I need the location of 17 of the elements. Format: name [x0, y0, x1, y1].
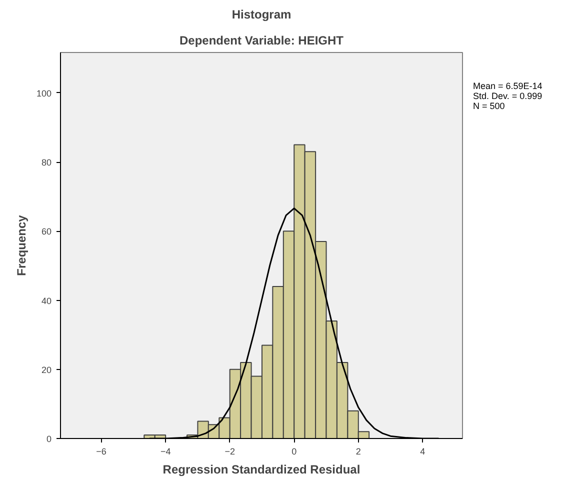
x-tick-label: −2 [224, 446, 235, 456]
chart-subtitle: Dependent Variable: HEIGHT [179, 34, 344, 48]
x-tick-label: −4 [160, 446, 171, 456]
y-axis-title: Frequency [14, 214, 28, 276]
x-tick-label: −6 [96, 446, 106, 456]
x-tick-label: 4 [420, 446, 426, 456]
y-tick-label: 40 [41, 296, 52, 306]
x-tick-label: 0 [292, 446, 297, 456]
y-tick-label: 80 [41, 158, 52, 168]
chart-title: Histogram [232, 8, 292, 22]
x-tick-label: 2 [356, 446, 361, 456]
y-tick-label: 20 [41, 364, 52, 375]
x-axis-title: Regression Standardized Residual [162, 462, 360, 476]
y-tick-label: 100 [36, 88, 52, 98]
y-tick-label: 60 [41, 226, 52, 237]
text: Mean = 6.59E-14 Std. Dev. = 0.999 N = 500 [473, 81, 542, 112]
y-tick-label: 0 [46, 434, 52, 444]
